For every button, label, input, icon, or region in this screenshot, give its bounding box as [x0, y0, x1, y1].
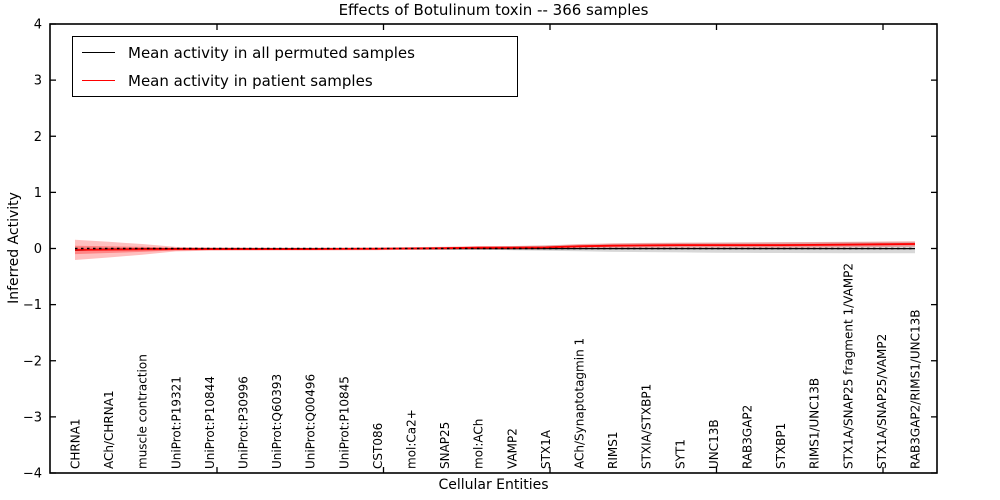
x-category-label: RAB3GAP2/RIMS1/UNC13B [909, 309, 923, 469]
y-tick-label: 3 [34, 74, 42, 89]
chart-title: Effects of Botulinum toxin -- 366 sample… [338, 1, 649, 19]
y-tick-label: 4 [34, 18, 42, 33]
legend-entry-permuted: Mean activity in all permuted samples [73, 39, 517, 67]
x-axis-title: Cellular Entities [438, 477, 549, 493]
x-category-label: SYT1 [673, 439, 687, 469]
y-tick-label: 2 [34, 130, 42, 145]
x-category-label: UniProt:Q00496 [304, 374, 318, 469]
y-tick-label: −1 [23, 298, 42, 313]
legend-label: Mean activity in patient samples [128, 71, 373, 90]
x-category-label: RAB3GAP2 [741, 405, 755, 469]
x-category-label: RIMS1/UNC13B [808, 378, 822, 469]
x-category-label: VAMP2 [505, 428, 519, 469]
x-category-label: STXBP1 [774, 423, 788, 469]
x-category-label: ACh/Synaptotagmin 1 [573, 338, 587, 469]
y-axis-title: Inferred Activity [6, 192, 22, 304]
legend: Mean activity in all permuted samples Me… [72, 36, 518, 97]
y-tick-label: 0 [34, 242, 42, 257]
x-category-label: SNAP25 [438, 422, 452, 469]
x-category-label: RIMS1 [606, 432, 620, 469]
x-category-label: muscle contraction [136, 354, 150, 469]
y-tick-label: 1 [34, 186, 42, 201]
x-category-label: UNC13B [707, 419, 721, 469]
x-category-label: UniProt:Q60393 [270, 374, 284, 469]
permuted-line-swatch [82, 52, 115, 53]
patient-line-swatch [82, 80, 115, 81]
x-category-label: ACh/CHRNA1 [102, 390, 116, 469]
legend-entry-patient: Mean activity in patient samples [73, 67, 517, 95]
y-tick-label: −3 [23, 410, 42, 425]
legend-label: Mean activity in all permuted samples [128, 43, 415, 62]
x-category-label: UniProt:P19321 [169, 376, 183, 469]
x-category-label: mol:ACh [472, 419, 486, 469]
y-tick-label: −2 [23, 354, 42, 369]
x-category-label: STX1A/SNAP25 fragment 1/VAMP2 [841, 263, 855, 469]
x-category-label: CHRNA1 [69, 418, 83, 469]
x-category-label: CST086 [371, 423, 385, 469]
x-category-label: mol:Ca2+ [405, 409, 419, 469]
x-category-label: UniProt:P30996 [237, 376, 251, 469]
y-tick-label: −4 [23, 467, 42, 482]
x-category-label: STX1A/SNAP25/VAMP2 [875, 334, 889, 469]
x-category-label: STXIA/STXBP1 [640, 384, 654, 469]
x-category-label: STX1A [539, 429, 553, 469]
x-category-label: UniProt:P10844 [203, 376, 217, 469]
x-category-label: UniProt:P10845 [337, 376, 351, 469]
